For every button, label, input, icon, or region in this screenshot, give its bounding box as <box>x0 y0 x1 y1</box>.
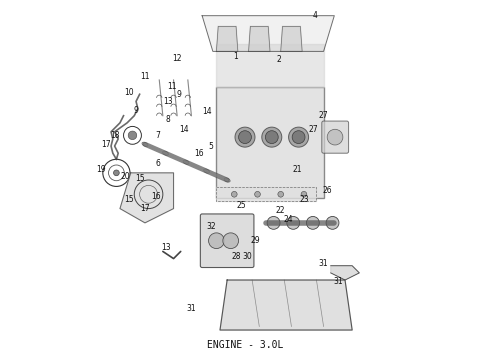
FancyBboxPatch shape <box>200 214 254 267</box>
Circle shape <box>327 129 343 145</box>
Polygon shape <box>248 26 270 51</box>
Text: 31: 31 <box>187 304 196 313</box>
Circle shape <box>292 131 305 144</box>
Text: 9: 9 <box>176 90 181 99</box>
Text: 18: 18 <box>110 131 120 140</box>
Circle shape <box>128 131 137 140</box>
Text: 6: 6 <box>155 159 160 168</box>
Ellipse shape <box>224 178 230 182</box>
Text: 25: 25 <box>237 201 246 210</box>
Circle shape <box>306 216 319 229</box>
Polygon shape <box>331 266 359 280</box>
Text: 12: 12 <box>172 54 182 63</box>
Text: 11: 11 <box>167 82 176 91</box>
Text: 14: 14 <box>203 107 212 116</box>
Text: 16: 16 <box>194 149 203 158</box>
Text: 15: 15 <box>135 174 145 183</box>
Text: 16: 16 <box>151 192 161 201</box>
Ellipse shape <box>163 151 169 155</box>
Circle shape <box>267 216 280 229</box>
Text: 31: 31 <box>319 260 328 269</box>
Text: 17: 17 <box>101 140 111 149</box>
Ellipse shape <box>142 142 148 147</box>
Circle shape <box>209 233 224 249</box>
Polygon shape <box>202 16 334 51</box>
Circle shape <box>255 192 260 197</box>
Circle shape <box>235 127 255 147</box>
Text: 17: 17 <box>140 204 150 213</box>
Polygon shape <box>220 280 352 330</box>
Circle shape <box>239 131 251 144</box>
Circle shape <box>262 127 282 147</box>
Text: 4: 4 <box>312 11 317 20</box>
Text: 2: 2 <box>276 55 281 64</box>
Text: 19: 19 <box>97 165 106 174</box>
Text: 15: 15 <box>124 195 134 204</box>
Polygon shape <box>120 173 173 223</box>
Text: 32: 32 <box>206 222 216 231</box>
Polygon shape <box>217 87 323 198</box>
Circle shape <box>301 192 307 197</box>
Text: 11: 11 <box>140 72 150 81</box>
Circle shape <box>287 216 300 229</box>
Text: ENGINE - 3.0L: ENGINE - 3.0L <box>207 340 283 350</box>
Circle shape <box>266 131 278 144</box>
Text: 7: 7 <box>155 131 160 140</box>
Text: 21: 21 <box>292 165 301 174</box>
Text: 27: 27 <box>319 111 328 120</box>
Text: 9: 9 <box>134 106 139 115</box>
Text: 22: 22 <box>276 206 286 215</box>
Circle shape <box>114 170 119 176</box>
Text: 28: 28 <box>231 252 241 261</box>
Text: 26: 26 <box>322 186 332 195</box>
Circle shape <box>278 192 284 197</box>
Circle shape <box>223 233 239 249</box>
Circle shape <box>289 127 309 147</box>
Text: 8: 8 <box>166 115 171 124</box>
Text: 23: 23 <box>299 195 309 204</box>
Text: 20: 20 <box>121 172 130 181</box>
Polygon shape <box>217 187 317 202</box>
Text: 5: 5 <box>209 141 214 150</box>
Ellipse shape <box>183 160 189 164</box>
Text: 24: 24 <box>283 215 293 224</box>
Ellipse shape <box>203 169 210 173</box>
Text: 31: 31 <box>333 277 343 286</box>
Polygon shape <box>217 26 238 51</box>
Text: 27: 27 <box>308 126 318 135</box>
FancyBboxPatch shape <box>322 121 348 153</box>
Text: 13: 13 <box>163 97 173 106</box>
Polygon shape <box>281 26 302 51</box>
Text: 14: 14 <box>179 126 189 135</box>
Circle shape <box>231 192 237 197</box>
Text: 29: 29 <box>251 236 261 245</box>
Text: 13: 13 <box>161 243 171 252</box>
Circle shape <box>326 216 339 229</box>
Text: 1: 1 <box>234 52 239 61</box>
Polygon shape <box>217 44 323 87</box>
Text: 30: 30 <box>242 252 252 261</box>
Text: 10: 10 <box>124 88 134 97</box>
